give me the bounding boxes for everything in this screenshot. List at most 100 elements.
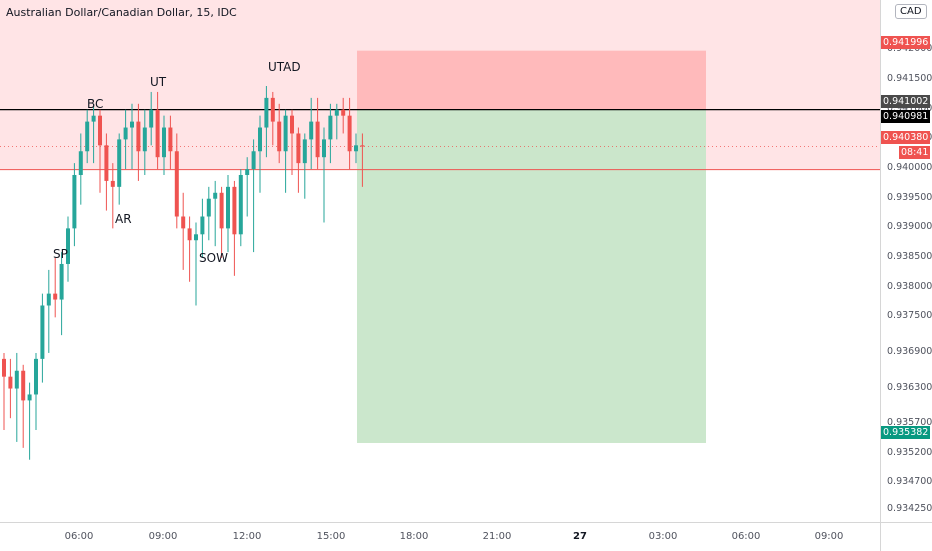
time-axis[interactable]: 06:00 09:00 12:00 15:00 18:00 21:00 27 03:00 06:… bbox=[0, 522, 880, 551]
candle-body bbox=[283, 115, 288, 152]
target-price-tag: 0.935382 bbox=[881, 426, 931, 439]
candle-body bbox=[155, 109, 160, 158]
candle-body bbox=[14, 370, 19, 389]
time-tick: 09:00 bbox=[148, 531, 178, 542]
candle-body bbox=[59, 263, 64, 300]
candle-body bbox=[78, 151, 83, 175]
candle-body bbox=[72, 174, 77, 229]
candle-body bbox=[27, 394, 32, 401]
price-tick: 0.937500 bbox=[887, 310, 932, 322]
time-tick: 06:00 bbox=[731, 531, 761, 542]
candle-body bbox=[360, 145, 365, 147]
time-tick: 12:00 bbox=[232, 531, 262, 542]
candle-body bbox=[104, 145, 109, 181]
price-tick: 0.939500 bbox=[887, 191, 932, 203]
annotation-bc: BC bbox=[87, 97, 104, 111]
candle-body bbox=[53, 293, 58, 300]
time-tick: 15:00 bbox=[316, 531, 346, 542]
candle-body bbox=[46, 293, 51, 306]
time-tick: 21:00 bbox=[482, 531, 512, 542]
candle-body bbox=[206, 198, 211, 217]
candle-body bbox=[302, 139, 307, 164]
candle-body bbox=[264, 97, 269, 128]
current-price-tag: 0.940380 bbox=[881, 131, 931, 144]
price-tick: 0.934250 bbox=[887, 503, 932, 515]
candle-body bbox=[200, 216, 205, 235]
candle-body bbox=[98, 115, 102, 146]
candle-body bbox=[334, 109, 339, 116]
candle-body bbox=[91, 115, 96, 122]
candle-body bbox=[270, 97, 275, 122]
price-axis[interactable]: CAD 0.9420000.9415000.9410000.9405000.94… bbox=[880, 0, 932, 522]
candle-body bbox=[181, 216, 186, 229]
candle-body bbox=[341, 109, 346, 116]
annotation-ar: AR bbox=[115, 212, 132, 226]
annotation-sow: SOW bbox=[199, 251, 228, 265]
stop-loss-box bbox=[357, 50, 706, 110]
currency-badge[interactable]: CAD bbox=[895, 4, 927, 19]
price-tick: 0.936300 bbox=[887, 381, 932, 393]
candle-body bbox=[34, 358, 38, 395]
candle-body bbox=[315, 121, 320, 158]
candle-body bbox=[2, 358, 6, 377]
price-tick: 0.938500 bbox=[887, 251, 932, 263]
candle-body bbox=[40, 305, 45, 359]
annotation-ut: UT bbox=[150, 75, 167, 89]
candle-body bbox=[174, 151, 179, 217]
candle-body bbox=[328, 115, 333, 140]
candle-body bbox=[296, 133, 301, 164]
candle-body bbox=[251, 151, 256, 170]
price-tick: 0.938000 bbox=[887, 280, 932, 292]
price-tick: 0.939000 bbox=[887, 221, 932, 233]
entry-price-tag: 0.941002 bbox=[881, 95, 931, 108]
time-tick: 27 bbox=[573, 531, 587, 542]
candle-body bbox=[290, 115, 294, 134]
candle-body bbox=[187, 228, 192, 241]
price-tick: 0.936900 bbox=[887, 345, 932, 357]
candle-body bbox=[213, 192, 218, 199]
chart-title: Australian Dollar/Canadian Dollar, 15, I… bbox=[6, 6, 237, 19]
candle-body bbox=[219, 192, 224, 229]
candle-body bbox=[136, 121, 141, 152]
candle-body bbox=[168, 127, 173, 152]
price-tick: 0.941500 bbox=[887, 73, 932, 85]
candle-body bbox=[142, 127, 147, 152]
chart-area[interactable]: Australian Dollar/Canadian Dollar, 15, I… bbox=[0, 0, 880, 522]
price-tick: 0.934700 bbox=[887, 476, 932, 488]
candle-body bbox=[130, 121, 134, 128]
price-tick: 0.935700 bbox=[887, 417, 932, 429]
candle-body bbox=[110, 180, 115, 187]
candle-body bbox=[226, 186, 230, 229]
candle-body bbox=[258, 127, 262, 152]
time-tick: 09:00 bbox=[814, 531, 844, 542]
price-tick: 0.940000 bbox=[887, 162, 932, 174]
candle-body bbox=[238, 174, 243, 235]
candle-body bbox=[194, 234, 198, 241]
time-tick: 06:00 bbox=[64, 531, 94, 542]
time-tick: 18:00 bbox=[399, 531, 429, 542]
candle-body bbox=[123, 127, 128, 140]
chart-canvas[interactable] bbox=[0, 0, 880, 522]
candle-body bbox=[162, 127, 166, 158]
candle-body bbox=[8, 376, 13, 389]
candle-body bbox=[245, 169, 250, 175]
price-tick: 0.935200 bbox=[887, 446, 932, 458]
candle-body bbox=[117, 139, 122, 187]
candle-body bbox=[354, 145, 358, 152]
candle-body bbox=[309, 121, 314, 140]
candle-body bbox=[66, 228, 70, 264]
candle-body bbox=[277, 121, 282, 152]
candle-body bbox=[347, 115, 352, 152]
candle-body bbox=[85, 121, 90, 152]
last-price-tag: 0.940981 bbox=[881, 110, 931, 123]
candle-body bbox=[21, 370, 26, 401]
price-tick: 0.941000 bbox=[887, 102, 932, 114]
candle-body bbox=[232, 186, 237, 235]
candle-countdown: 08:41 bbox=[899, 146, 931, 159]
stop-price-tag: 0.941996 bbox=[881, 36, 931, 49]
take-profit-box bbox=[357, 109, 706, 443]
candle-body bbox=[322, 139, 326, 158]
annotation-utad: UTAD bbox=[268, 60, 301, 74]
time-tick: 03:00 bbox=[648, 531, 678, 542]
candle-body bbox=[149, 109, 154, 128]
